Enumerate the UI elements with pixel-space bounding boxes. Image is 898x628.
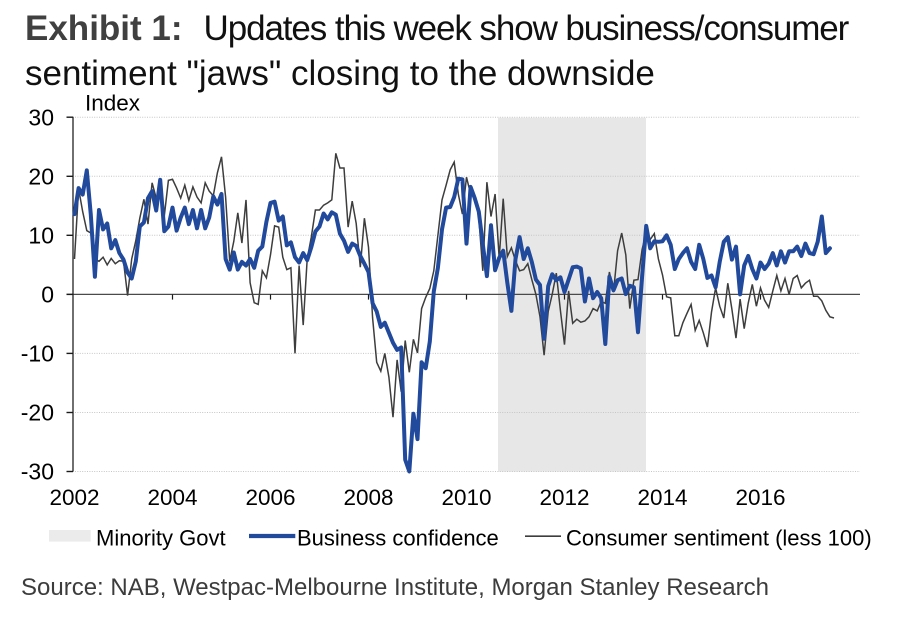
svg-text:2008: 2008: [343, 485, 393, 510]
svg-text:2016: 2016: [735, 485, 785, 510]
svg-text:2002: 2002: [49, 485, 99, 510]
svg-text:Consumer sentiment (less 100): Consumer sentiment (less 100): [566, 526, 872, 551]
svg-text:-30: -30: [21, 459, 54, 485]
svg-text:30: 30: [28, 104, 54, 130]
svg-text:2006: 2006: [245, 485, 295, 510]
svg-text:Minority Govt: Minority Govt: [96, 526, 226, 551]
svg-text:2014: 2014: [637, 485, 687, 510]
svg-text:Business confidence: Business confidence: [297, 526, 499, 551]
svg-text:Index: Index: [85, 91, 141, 116]
svg-text:-20: -20: [21, 400, 54, 426]
svg-text:-10: -10: [21, 341, 54, 367]
svg-text:2012: 2012: [539, 485, 589, 510]
svg-text:20: 20: [28, 164, 54, 190]
svg-text:10: 10: [28, 223, 54, 249]
svg-text:2010: 2010: [441, 485, 491, 510]
svg-text:Source: NAB, Westpac-Melbourne: Source: NAB, Westpac-Melbourne Institute…: [21, 574, 769, 601]
svg-text:2004: 2004: [147, 485, 197, 510]
svg-text:0: 0: [41, 282, 54, 308]
